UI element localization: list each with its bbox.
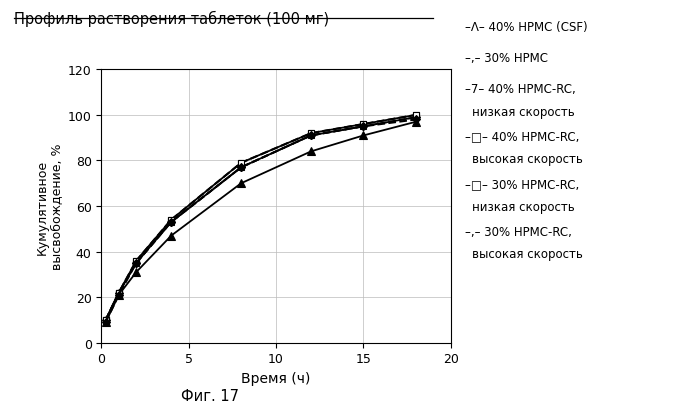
- Text: высокая скорость: высокая скорость: [472, 248, 583, 261]
- Text: –,– 30% HPMC-RC,: –,– 30% HPMC-RC,: [465, 225, 572, 238]
- Text: Профиль растворения таблеток (100 мг): Профиль растворения таблеток (100 мг): [14, 10, 329, 26]
- Text: –,– 30% HPMC: –,– 30% HPMC: [465, 52, 548, 64]
- Text: высокая скорость: высокая скорость: [472, 153, 583, 166]
- Text: –□– 40% HPMC-RC,: –□– 40% HPMC-RC,: [465, 130, 579, 143]
- Text: –Λ– 40% HPMC (CSF): –Λ– 40% HPMC (CSF): [465, 21, 587, 33]
- X-axis label: Время (ч): Время (ч): [241, 371, 311, 385]
- Text: низкая скорость: низкая скорость: [472, 200, 575, 213]
- Text: –□– 30% HPMC-RC,: –□– 30% HPMC-RC,: [465, 178, 579, 190]
- Y-axis label: Кумулятивное
высвобождение, %: Кумулятивное высвобождение, %: [36, 143, 64, 270]
- Text: низкая скорость: низкая скорость: [472, 105, 575, 118]
- Text: –7– 40% HPMC-RC,: –7– 40% HPMC-RC,: [465, 83, 575, 95]
- Text: Фиг. 17: Фиг. 17: [181, 388, 238, 403]
